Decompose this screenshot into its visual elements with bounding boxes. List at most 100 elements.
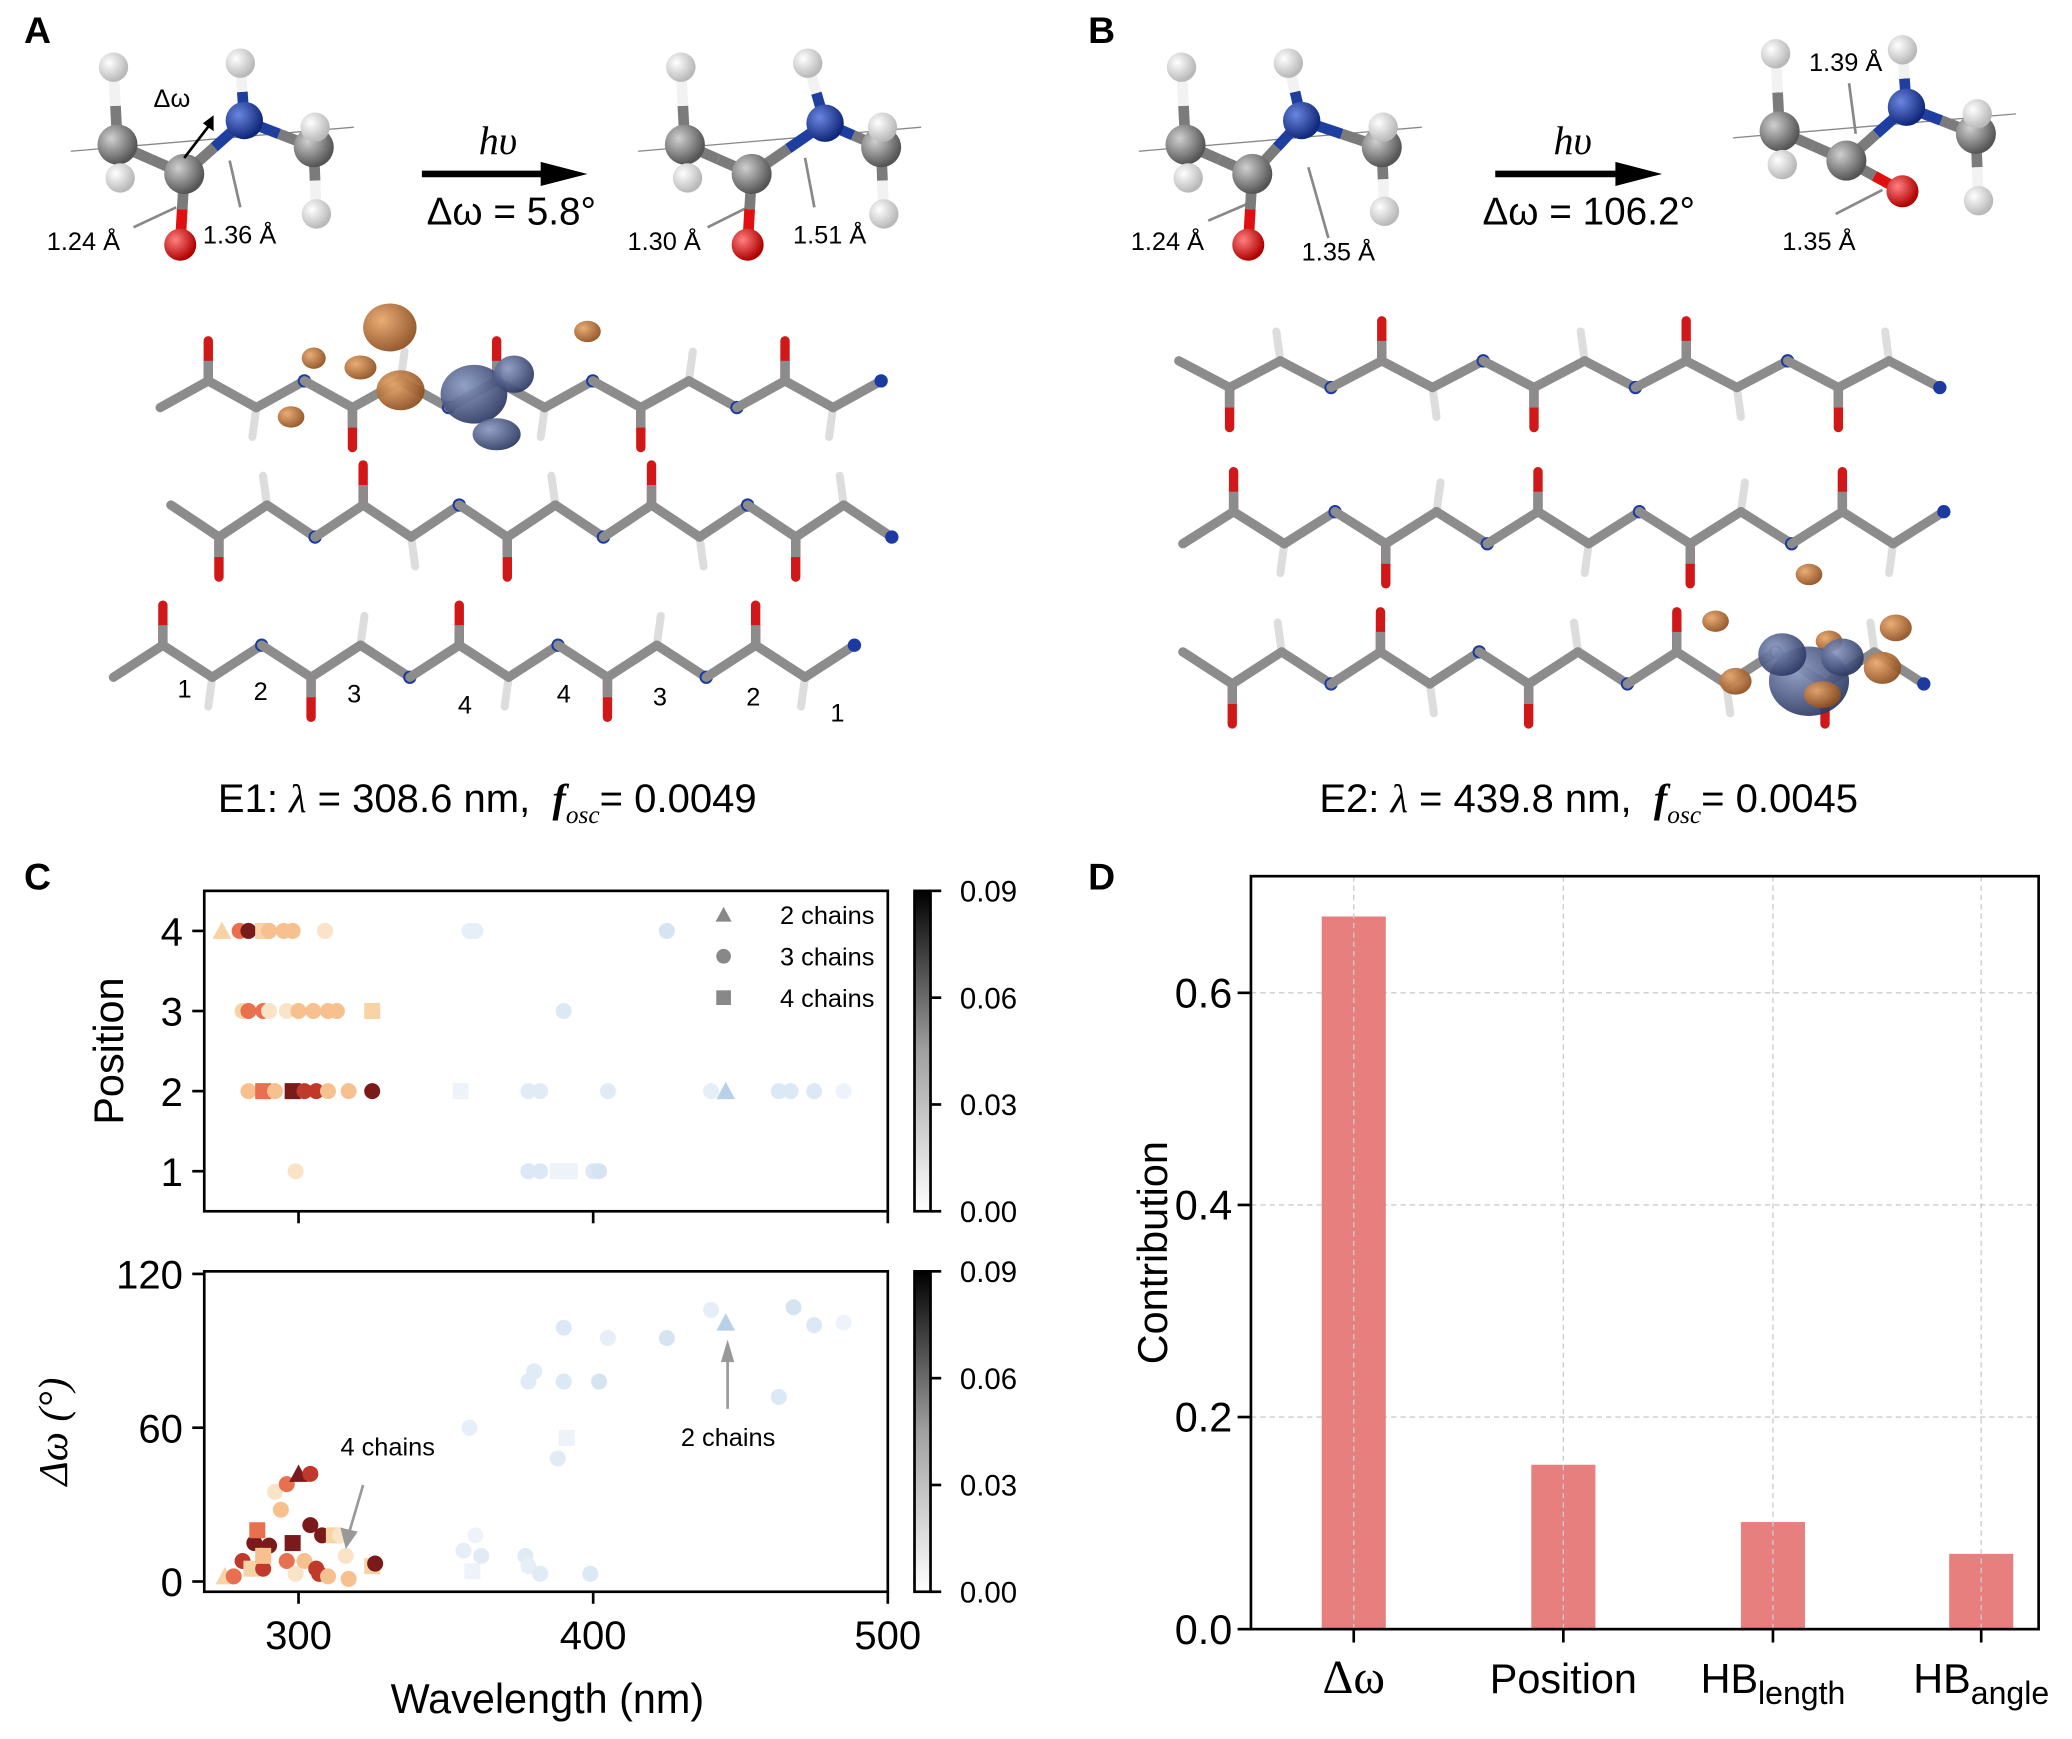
hydrogen <box>536 403 549 441</box>
chain-number: 1 <box>830 699 844 727</box>
data-point-3-chains <box>520 1558 537 1575</box>
y-tick-label: 0 <box>161 1561 183 1605</box>
hydrogen <box>407 533 420 571</box>
data-point-3-chains <box>582 1565 599 1582</box>
y-tick-label: 0.0 <box>1175 1607 1233 1653</box>
hydrogen-atom <box>301 199 332 229</box>
data-point-4-chains <box>561 1163 578 1180</box>
data-point-3-chains <box>555 1319 572 1336</box>
oxygen-atom <box>1232 228 1265 261</box>
backbone-bond <box>694 500 753 542</box>
backbone-bond <box>780 376 838 413</box>
orbital-lobe-orange <box>376 370 425 411</box>
backbone-bond <box>1377 356 1438 393</box>
data-point-3-chains <box>287 1565 304 1582</box>
x-tick-label: Δω <box>1322 1651 1385 1704</box>
hydrogen-atom <box>1963 185 1994 216</box>
chain-number: 3 <box>653 683 667 711</box>
backbone-bond <box>1736 507 1797 549</box>
reaction-arrow-icon <box>1495 161 1663 186</box>
backbone-bond <box>158 640 217 682</box>
carbon-atom <box>164 153 205 194</box>
backbone-bond <box>306 640 366 682</box>
nitrogen <box>874 374 888 388</box>
data-point-3-chains <box>240 922 257 939</box>
backbone-bond <box>1523 647 1583 689</box>
data-point-3-chains <box>835 1083 852 1100</box>
data-point-3-chains <box>266 1083 283 1100</box>
backbone-bond <box>251 376 310 413</box>
pointer-arrow-icon <box>1307 166 1330 239</box>
y-tick-label: 60 <box>138 1407 183 1451</box>
backbone-bond <box>636 376 694 413</box>
bond-length-label: 1.39 Å <box>1809 47 1882 77</box>
orbital-lobe-orange <box>363 303 417 352</box>
molecule-b-excited-state <box>1732 35 2016 216</box>
data-point-3-chains <box>319 1083 337 1100</box>
chain-number: 4 <box>458 691 472 719</box>
y-tick-label: 4 <box>161 911 183 955</box>
backbone-bond <box>553 640 613 682</box>
backbone-bond <box>791 500 849 542</box>
colorbar-tick-label: 0.03 <box>960 1089 1017 1122</box>
data-point-3-chains <box>240 1003 257 1020</box>
x-tick-label-main: HB <box>1701 1656 1758 1702</box>
orbital-lobe-orange <box>1863 651 1902 684</box>
backbone-bond <box>602 640 662 682</box>
nitrogen-atom <box>1887 88 1926 126</box>
backbone-bond <box>1672 647 1731 689</box>
y-axis-label-contribution: Contribution <box>1130 1141 1176 1364</box>
x-tick-label: HBlength <box>1701 1656 1846 1711</box>
pointer-arrow-icon <box>228 160 242 208</box>
orbital-lobe-blue <box>440 364 508 424</box>
backbone-bond <box>1375 647 1435 689</box>
colorbar-tick-label: 0.09 <box>960 876 1017 909</box>
data-point-4-chains <box>464 1563 481 1580</box>
hydrogen-atom <box>672 163 703 193</box>
hydrogen <box>204 673 217 711</box>
hydrogen-atom <box>1369 196 1400 227</box>
hydrogen-atom <box>1173 163 1203 193</box>
data-point-3-chains <box>785 1299 802 1316</box>
hydrogen-atom <box>1166 52 1197 82</box>
data-point-3-chains <box>455 1542 472 1559</box>
backbone-bond <box>355 640 415 682</box>
backbone-bond <box>1634 507 1695 549</box>
backbone-bond <box>1425 647 1484 689</box>
backbone-bond <box>1884 356 1945 393</box>
hydrogen <box>652 611 665 650</box>
plot-frame <box>202 1270 890 1594</box>
hydrogen-atom <box>666 52 696 82</box>
legend-label: 4 chains <box>780 985 874 1013</box>
backbone-bond <box>454 640 514 682</box>
data-point-3-chains <box>782 1083 799 1100</box>
x-tick-label-main: HB <box>1913 1656 1970 1702</box>
x-tick-label-subscript: angle <box>1971 1675 2049 1711</box>
hydrogen <box>1881 327 1894 365</box>
hydrogen <box>500 673 513 711</box>
plot-frame <box>1249 874 2040 1631</box>
hydrogen <box>1570 618 1583 656</box>
caption-e2: E2: λ = 439.8 nm, fosc= 0.0045 <box>1319 776 1858 829</box>
pointer-arrow-icon <box>803 157 816 208</box>
hydrogen-atom <box>867 112 898 142</box>
data-point-3-chains <box>599 1329 616 1347</box>
backbone-bond <box>256 640 316 682</box>
backbone-bond <box>742 500 801 542</box>
backbone-bond <box>214 500 272 542</box>
backbone-bond <box>262 500 320 542</box>
orbital-lobe-orange <box>344 355 377 380</box>
backbone-bond <box>1533 507 1594 549</box>
backbone-bond <box>454 500 512 542</box>
data-point-3-chains <box>367 1555 384 1572</box>
pointer-arrow-icon <box>1835 188 1884 216</box>
orbital-lobe-orange <box>301 347 326 369</box>
pointer-arrow-icon <box>1847 82 1858 135</box>
orbital-lobe-orange <box>1719 667 1752 695</box>
hydrogen <box>1732 383 1745 421</box>
data-point-3-chains <box>770 1388 787 1405</box>
hydrogen <box>356 611 369 650</box>
hydrogen <box>695 533 708 571</box>
carbon-atom <box>1759 111 1800 152</box>
bond-length-label: 1.36 Å <box>203 219 276 249</box>
